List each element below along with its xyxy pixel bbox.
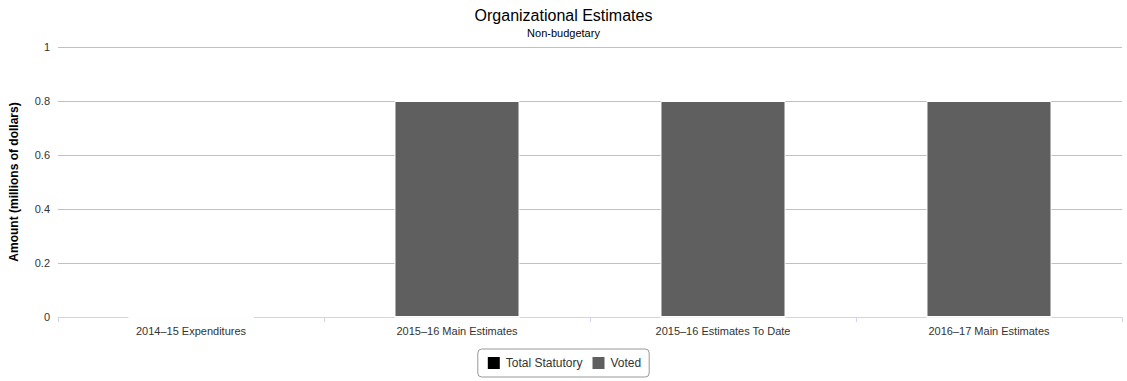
svg-text:0.6: 0.6 xyxy=(35,149,50,161)
svg-text:Total Statutory: Total Statutory xyxy=(506,356,583,370)
svg-text:Voted: Voted xyxy=(611,356,642,370)
svg-text:0.8: 0.8 xyxy=(35,95,50,107)
svg-text:Non-budgetary: Non-budgetary xyxy=(527,27,600,39)
svg-text:0.2: 0.2 xyxy=(35,257,50,269)
svg-text:0: 0 xyxy=(44,311,50,323)
svg-text:2014–15 Expenditures: 2014–15 Expenditures xyxy=(136,325,247,337)
svg-text:0.4: 0.4 xyxy=(35,203,50,215)
svg-text:Organizational Estimates: Organizational Estimates xyxy=(475,7,653,24)
svg-text:2015–16 Main Estimates: 2015–16 Main Estimates xyxy=(396,325,518,337)
svg-text:1: 1 xyxy=(44,41,50,53)
svg-text:2016–17 Main Estimates: 2016–17 Main Estimates xyxy=(928,325,1050,337)
svg-text:2015–16 Estimates To Date: 2015–16 Estimates To Date xyxy=(656,325,791,337)
svg-text:Amount (millions of dollars): Amount (millions of dollars) xyxy=(7,102,21,261)
